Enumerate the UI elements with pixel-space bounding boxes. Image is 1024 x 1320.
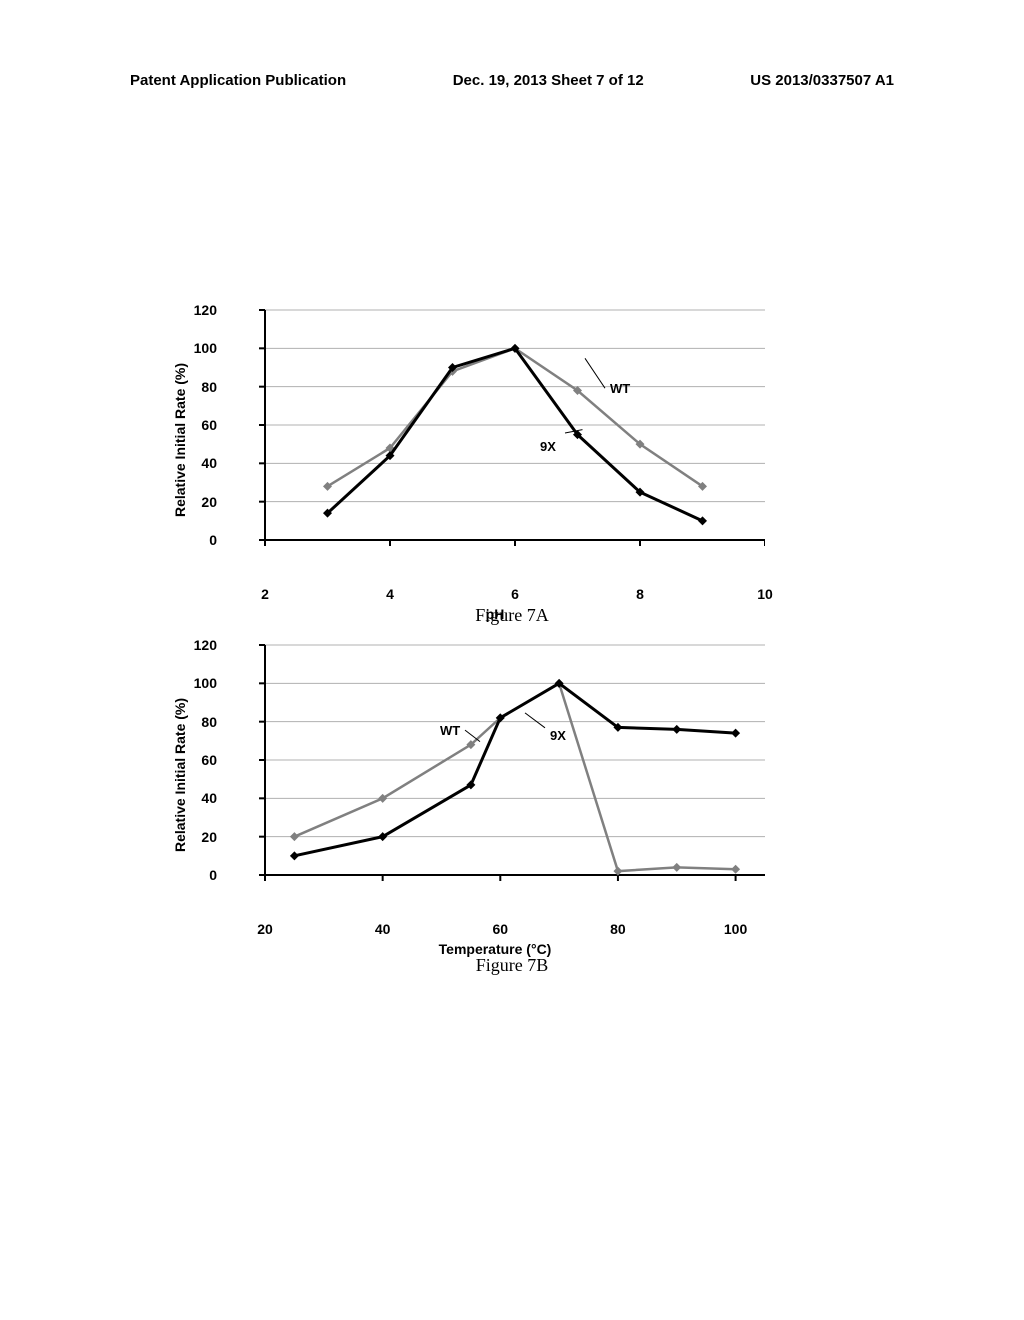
series-annotation: WT xyxy=(440,723,460,738)
x-tick-label: 80 xyxy=(610,921,626,937)
y-tick-label: 40 xyxy=(201,790,217,806)
chart-area-a: Relative Initial Rate (%) pH 02040608010… xyxy=(225,300,765,580)
y-tick-label: 20 xyxy=(201,494,217,510)
header-center: Dec. 19, 2013 Sheet 7 of 12 xyxy=(453,72,644,89)
x-tick-label: 4 xyxy=(386,586,394,602)
y-tick-label: 120 xyxy=(194,302,217,318)
series-annotation: 9X xyxy=(540,439,556,454)
y-axis-label-b: Relative Initial Rate (%) xyxy=(172,698,188,852)
y-tick-label: 0 xyxy=(209,867,217,883)
header-right: US 2013/0337507 A1 xyxy=(750,72,894,89)
chart-svg-a xyxy=(225,300,765,580)
header-left: Patent Application Publication xyxy=(130,72,346,89)
x-tick-label: 60 xyxy=(492,921,508,937)
x-tick-label: 10 xyxy=(757,586,773,602)
chart-svg-b xyxy=(225,635,765,915)
y-axis-label-a: Relative Initial Rate (%) xyxy=(172,363,188,517)
x-tick-label: 8 xyxy=(636,586,644,602)
y-tick-label: 80 xyxy=(201,379,217,395)
series-annotation: WT xyxy=(610,381,630,396)
x-tick-label: 6 xyxy=(511,586,519,602)
y-tick-label: 100 xyxy=(194,340,217,356)
x-tick-label: 2 xyxy=(261,586,269,602)
y-tick-label: 80 xyxy=(201,714,217,730)
figure-7b: Relative Initial Rate (%) Temperature (°… xyxy=(225,635,765,915)
y-tick-label: 60 xyxy=(201,417,217,433)
x-tick-label: 40 xyxy=(375,921,391,937)
chart-area-b: Relative Initial Rate (%) Temperature (°… xyxy=(225,635,765,915)
y-tick-label: 100 xyxy=(194,675,217,691)
figure-7a: Relative Initial Rate (%) pH 02040608010… xyxy=(225,300,765,580)
y-tick-label: 40 xyxy=(201,455,217,471)
figure-7a-caption: Figure 7A xyxy=(475,605,549,626)
x-tick-label: 20 xyxy=(257,921,273,937)
page-header: Patent Application Publication Dec. 19, … xyxy=(0,72,1024,89)
x-tick-label: 100 xyxy=(724,921,747,937)
y-tick-label: 60 xyxy=(201,752,217,768)
y-tick-label: 20 xyxy=(201,829,217,845)
series-annotation: 9X xyxy=(550,728,566,743)
figure-7b-caption: Figure 7B xyxy=(476,955,549,976)
y-tick-label: 0 xyxy=(209,532,217,548)
y-tick-label: 120 xyxy=(194,637,217,653)
